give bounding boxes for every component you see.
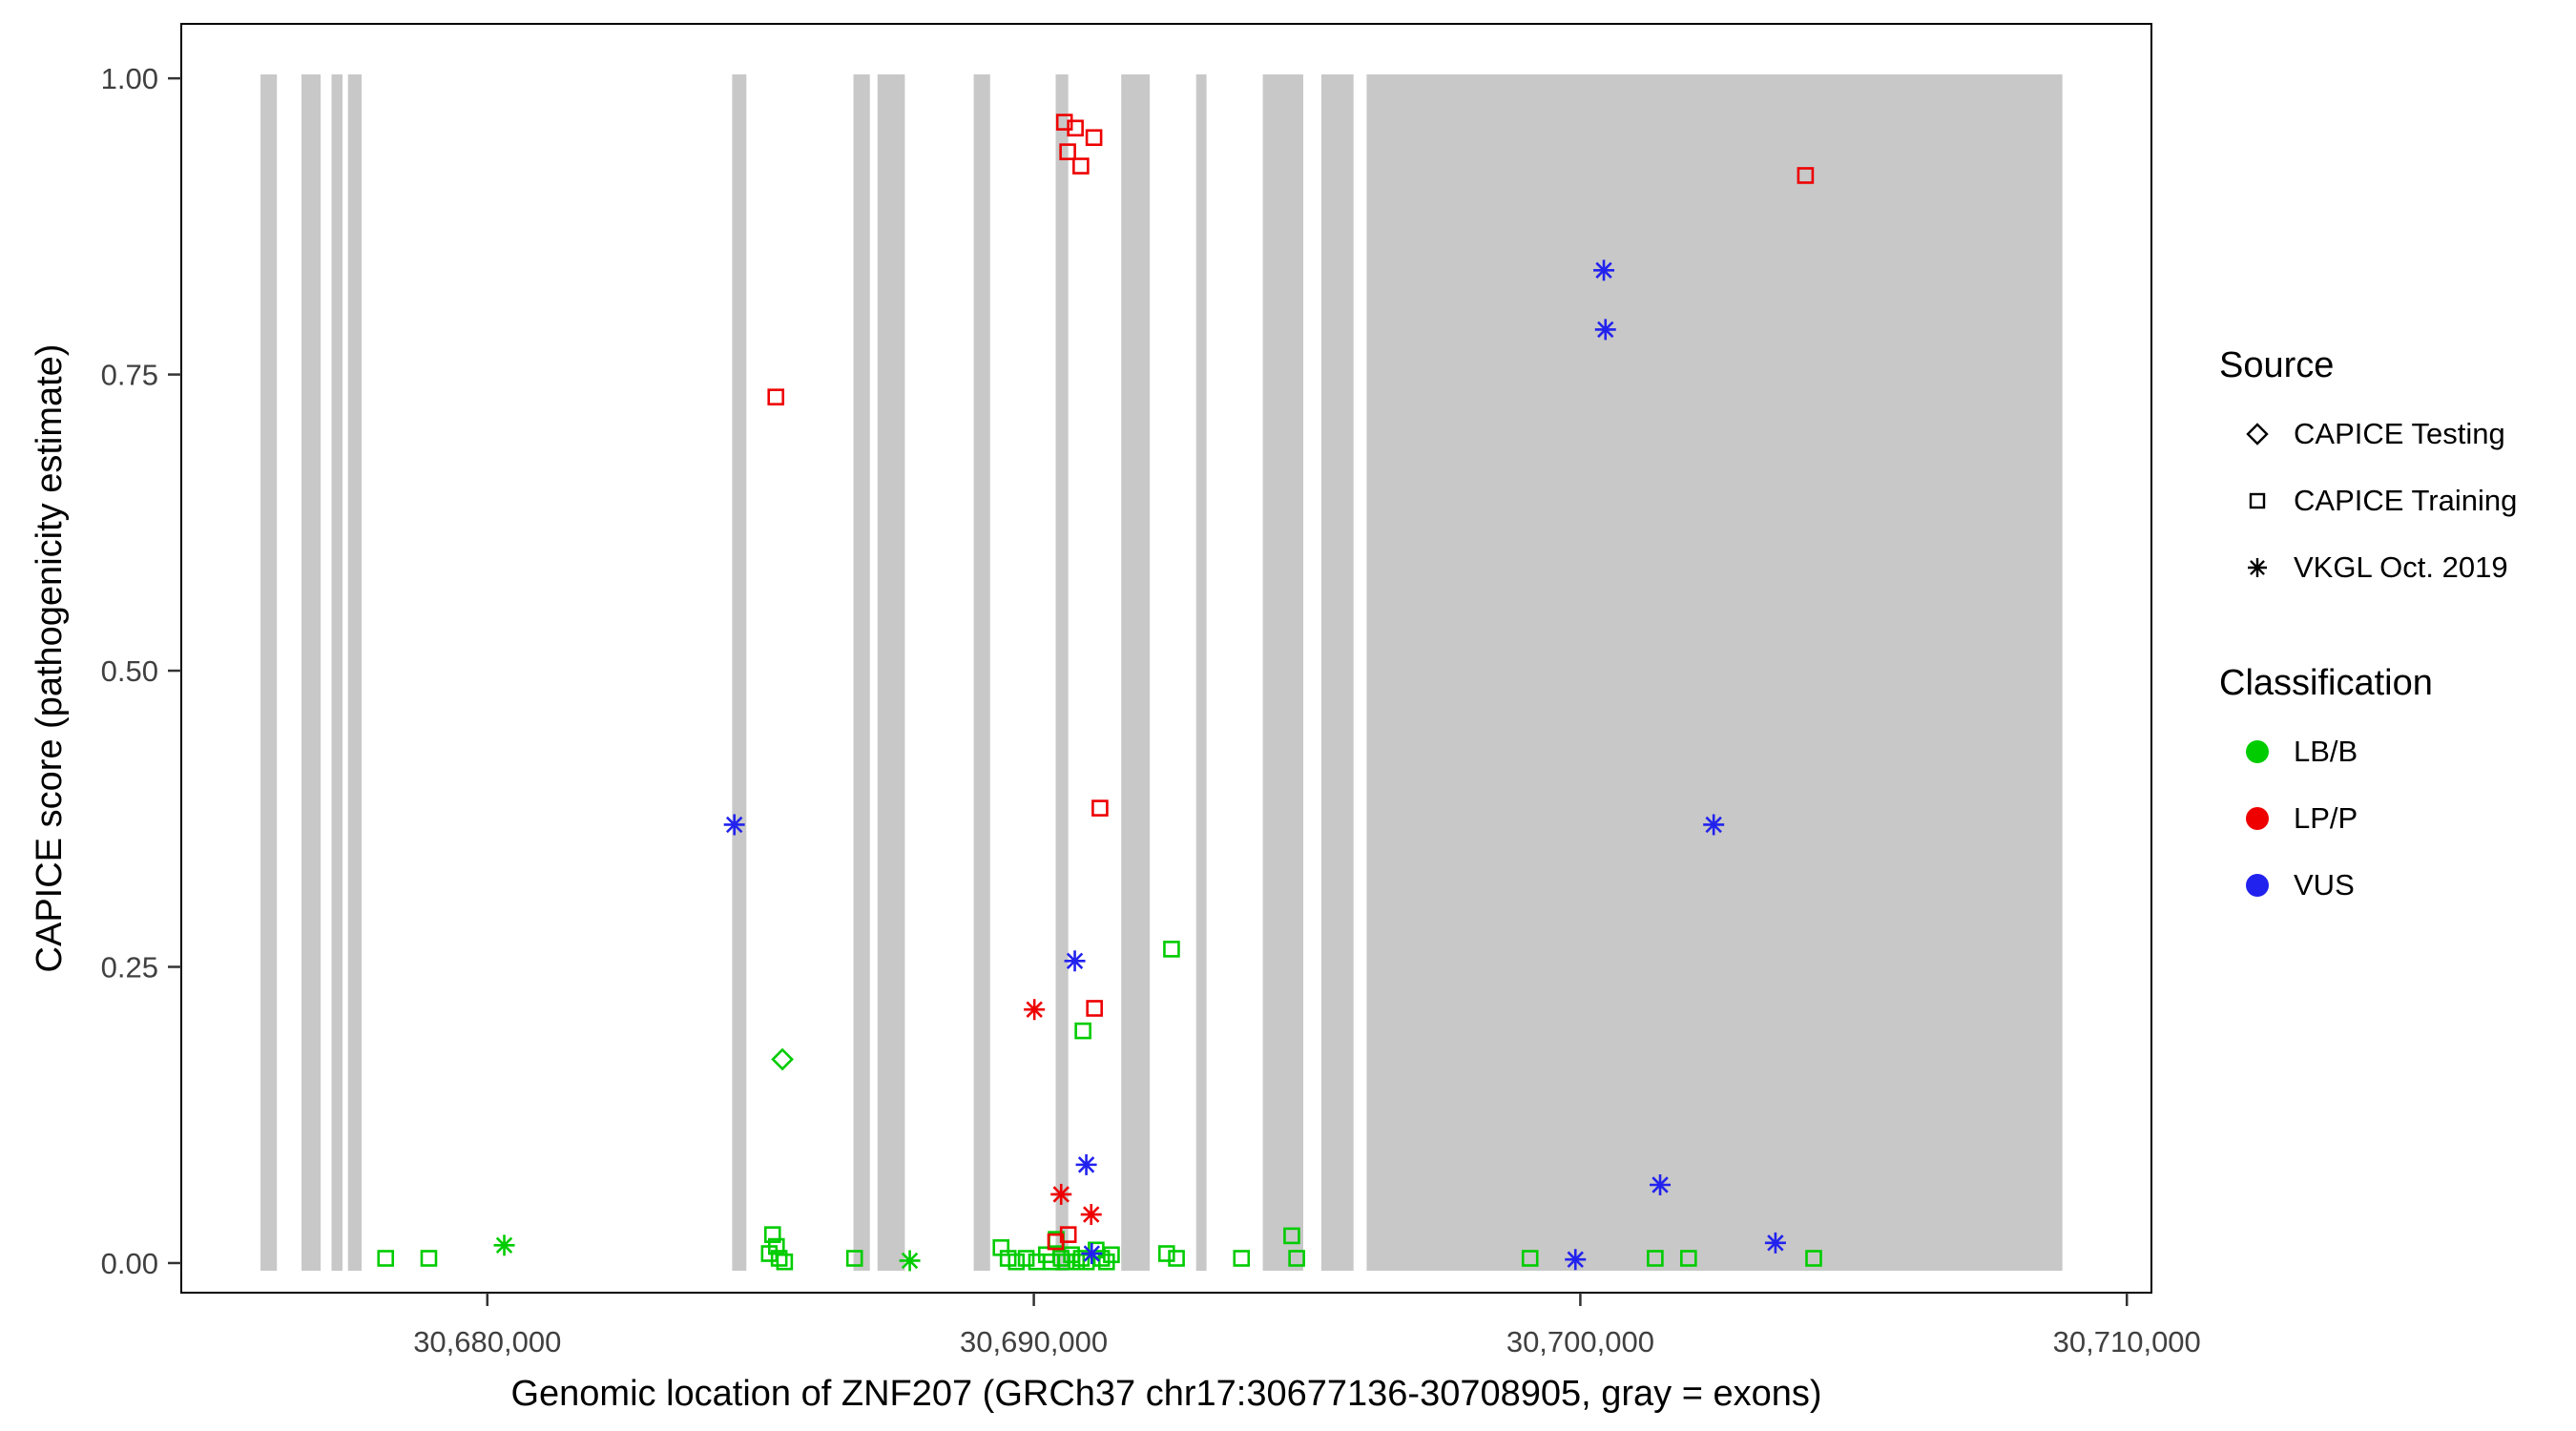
data-point <box>1017 1250 1035 1267</box>
legend-item-label: LP/P <box>2294 801 2358 835</box>
data-point <box>1024 999 1046 1021</box>
data-point <box>1594 319 1616 341</box>
data-point <box>1091 799 1109 817</box>
data-point <box>899 1250 921 1272</box>
data-point <box>1703 814 1725 836</box>
data-point <box>1680 1250 1697 1267</box>
x-tick-label: 30,690,000 <box>960 1325 1108 1358</box>
data-point <box>1008 1253 1026 1271</box>
exon-band <box>1366 74 2063 1271</box>
exon-band <box>877 74 905 1271</box>
y-axis-title: CAPICE score (pathogenicity estimate) <box>30 343 70 973</box>
legend-item-label: LB/B <box>2294 735 2358 768</box>
y-tick-label: 0.25 <box>101 950 158 984</box>
data-point <box>1521 1250 1539 1267</box>
data-point <box>1103 1246 1120 1264</box>
legend-item-label: CAPICE Testing <box>2294 417 2505 450</box>
exon-band <box>260 74 278 1271</box>
data-point <box>1085 129 1103 147</box>
exon-band <box>1195 74 1207 1271</box>
exon-band <box>1121 74 1151 1271</box>
data-point <box>770 1250 788 1267</box>
x-axis-title: Genomic location of ZNF207 (GRCh37 chr17… <box>510 1374 1822 1414</box>
data-point <box>1168 1250 1185 1267</box>
panel-border <box>180 23 2152 1294</box>
data-point <box>1163 941 1180 958</box>
data-point <box>767 388 785 405</box>
data-point <box>1283 1227 1300 1245</box>
y-tick-label: 1.00 <box>101 62 158 95</box>
data-point <box>1086 1000 1103 1017</box>
legend-item-vus: VUS <box>2219 864 2563 906</box>
data-point <box>763 1226 781 1243</box>
asterisk-key-icon <box>2248 558 2267 577</box>
legend-item-label: VUS <box>2294 868 2355 902</box>
legend-item-lpp: LP/P <box>2219 798 2563 840</box>
exon-band <box>347 74 363 1271</box>
data-point <box>1075 1153 1097 1175</box>
data-point <box>1064 950 1086 972</box>
data-point <box>1072 157 1090 175</box>
data-point <box>723 814 745 836</box>
legend-item-vkgl: VKGL Oct. 2019 <box>2219 547 2563 589</box>
exon-band <box>853 74 870 1271</box>
x-tick-label: 30,700,000 <box>1506 1325 1654 1358</box>
data-point <box>1764 1232 1786 1254</box>
blue-dot-icon <box>2246 874 2269 897</box>
data-point <box>1797 167 1815 184</box>
legend: Source CAPICE Testing CAPICE Training VK… <box>2219 345 2563 931</box>
data-point <box>845 1250 863 1267</box>
legend-item-lbb: LB/B <box>2219 731 2563 773</box>
data-point <box>1080 1204 1102 1226</box>
data-point <box>1059 143 1076 160</box>
data-point <box>1074 1022 1091 1040</box>
exon-band <box>732 74 747 1271</box>
data-point <box>776 1253 794 1271</box>
legend-item-capice-training: CAPICE Training <box>2219 480 2563 522</box>
legend-source-title: Source <box>2219 345 2335 385</box>
exon-band <box>1262 74 1303 1271</box>
data-point <box>493 1234 515 1256</box>
data-point <box>1068 1253 1086 1271</box>
data-point <box>1050 1183 1072 1205</box>
data-point <box>1650 1173 1672 1195</box>
data-point <box>1157 1245 1175 1262</box>
y-tick-label: 0.50 <box>101 654 158 688</box>
exon-band <box>1320 74 1354 1271</box>
data-point <box>1047 1233 1065 1251</box>
legend-item-label: CAPICE Training <box>2294 484 2518 517</box>
green-dot-icon <box>2246 740 2269 763</box>
exon-band <box>1055 74 1069 1271</box>
data-point <box>1233 1250 1251 1267</box>
legend-classification-title: Classification <box>2219 663 2433 703</box>
data-point <box>420 1250 438 1267</box>
legend-item-capice-testing: CAPICE Testing <box>2219 413 2563 455</box>
legend-item-label: VKGL Oct. 2019 <box>2294 550 2508 584</box>
x-tick-label: 30,710,000 <box>2053 1325 2201 1358</box>
data-point <box>1565 1249 1587 1271</box>
red-dot-icon <box>2246 807 2269 830</box>
diamond-key-icon <box>2246 423 2269 446</box>
data-point <box>1081 1243 1103 1265</box>
y-tick-label: 0.00 <box>101 1247 158 1280</box>
data-point <box>1067 119 1084 137</box>
data-point <box>1092 1250 1111 1267</box>
legend-source-block: Source CAPICE Testing CAPICE Training VK… <box>2219 345 2563 589</box>
x-tick-label: 30,680,000 <box>413 1325 561 1358</box>
square-key-icon <box>2249 492 2266 509</box>
data-point <box>1288 1250 1305 1267</box>
data-point <box>771 1047 794 1071</box>
exon-band <box>301 74 322 1271</box>
exon-band <box>331 74 343 1271</box>
y-tick-label: 0.75 <box>101 359 158 392</box>
data-point <box>1593 259 1615 281</box>
exon-band <box>973 74 990 1271</box>
data-point <box>1647 1250 1664 1267</box>
data-point <box>377 1250 395 1267</box>
data-point <box>1805 1250 1822 1267</box>
legend-classification-block: Classification LB/B LP/P VUS <box>2219 663 2563 906</box>
